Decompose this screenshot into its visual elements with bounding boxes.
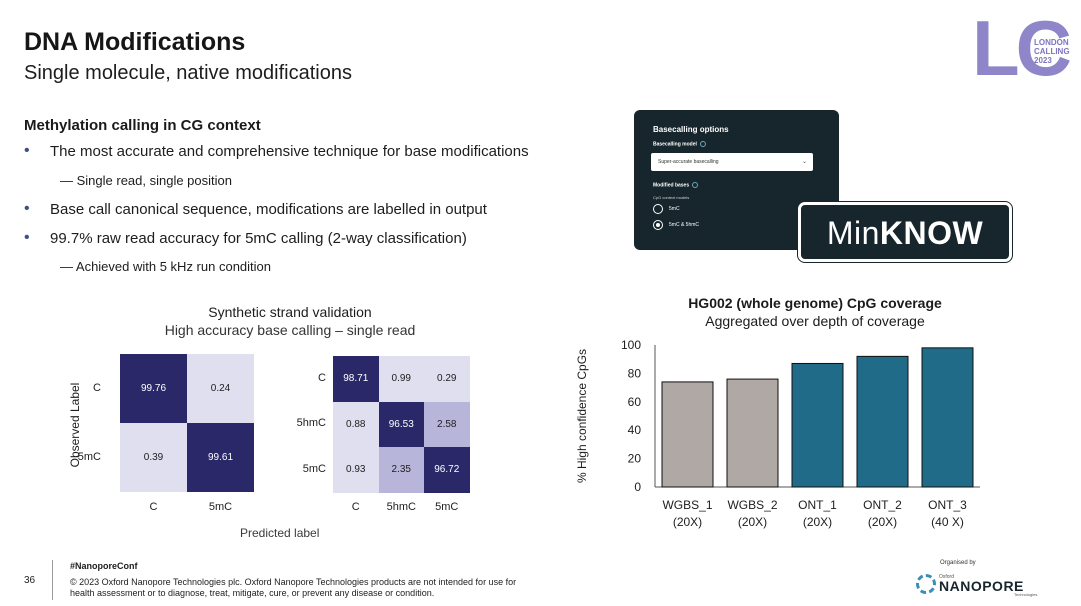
bullet-dot-icon: • — [24, 229, 30, 246]
y-axis-label: % High confidence CpGs — [575, 349, 589, 483]
matrix-col-label: 5hmC — [386, 501, 416, 513]
logo-text: LONDON CALLING 2023 — [1034, 38, 1070, 65]
matrix-cell: 2.35 — [378, 447, 424, 493]
matrix-row-label: C — [93, 381, 101, 394]
matrix-subtitle: High accuracy base calling – single read — [164, 322, 416, 338]
x-tick-sublabel: (20X) — [868, 515, 897, 529]
cpg-coverage-bar-chart: 0 20 40 60 80 100 % High confidence CpGs WGBS_1… — [575, 338, 980, 529]
matrix-cell: 99.76 — [120, 354, 187, 423]
hashtag: #NanoporeConf — [70, 561, 138, 571]
x-tick-label: WGBS_1 — [662, 498, 712, 512]
matrix-col-label: 5mC — [435, 501, 459, 513]
matrix-col-label: 5mC — [208, 501, 233, 513]
slide-title: DNA Modifications — [24, 28, 246, 56]
y-tick-label: 80 — [628, 366, 642, 380]
x-tick-sublabel: (20X) — [673, 515, 702, 529]
bullet-dot-icon: • — [24, 200, 30, 217]
organised-by-label: Organised by — [940, 560, 976, 566]
info-icon — [699, 141, 706, 147]
nanopore-tech-text: Technologies — [1014, 592, 1038, 597]
matrix-row-label: 5hmC — [296, 417, 326, 430]
matrix-cell: 0.29 — [424, 356, 470, 402]
copyright-notice: © 2023 Oxford Nanopore Technologies plc.… — [70, 577, 517, 598]
x-tick-sublabel: (20X) — [738, 515, 767, 529]
nanopore-wordmark: NANOPORE — [939, 578, 1024, 594]
matrix-cell: 0.24 — [187, 354, 254, 423]
matrix-cell: 0.99 — [378, 356, 424, 402]
bullet-text: The most accurate and comprehensive tech… — [50, 143, 529, 160]
matrix-cell: 2.58 — [424, 401, 470, 447]
footer-divider — [52, 560, 53, 600]
x-tick-label: WGBS_2 — [727, 498, 777, 512]
logo-line-1: LONDON — [1034, 38, 1069, 47]
matrix-col-label: C — [351, 501, 360, 513]
logo-line-2: CALLING — [1034, 47, 1070, 56]
bar — [791, 362, 844, 488]
london-calling-logo: LC LONDON CALLING 2023 — [972, 9, 1074, 87]
page-number: 36 — [24, 575, 36, 586]
bar — [661, 381, 714, 488]
bar — [921, 347, 974, 488]
matrix-col-label: C — [149, 501, 158, 513]
predicted-label-axis: Predicted label — [240, 526, 320, 540]
radio-5mc-label: 5mC — [669, 206, 680, 212]
model-select-value: Super-accurate basecalling — [658, 159, 719, 165]
chevron-down-icon: ⌄ — [801, 159, 807, 165]
minknow-prefix: Min — [826, 215, 880, 251]
y-tick-label: 100 — [621, 338, 641, 352]
bar — [856, 355, 909, 488]
radio-5mc-5hmc-label: 5mC & 5hmC — [669, 222, 700, 228]
matrix-cell: 99.61 — [187, 423, 254, 492]
x-tick-label: ONT_2 — [863, 498, 902, 512]
modified-bases-label: Modified bases — [653, 182, 699, 189]
matrix-cell: 96.53 — [378, 401, 424, 447]
x-tick-sublabel: (20X) — [803, 515, 832, 529]
logo-line-3: 2023 — [1034, 56, 1052, 65]
matrix-cell: 96.72 — [424, 447, 470, 493]
bar-chart-title: HG002 (whole genome) CpG coverage — [688, 295, 942, 311]
cpg-context-label: CpG context models — [653, 195, 690, 200]
slide-subtitle: Single molecule, native modifications — [24, 62, 352, 84]
y-tick-label: 40 — [628, 423, 642, 437]
y-tick-label: 0 — [634, 480, 641, 494]
x-tick-label: ONT_1 — [798, 498, 837, 512]
basecalling-options-card: Basecalling options Basecalling model Su… — [634, 110, 839, 250]
nanopore-oxford-text: Oxford — [939, 574, 955, 580]
matrix-cell: 0.88 — [333, 401, 379, 447]
sub-bullet-item: — Achieved with 5 kHz run condition — [60, 259, 271, 274]
y-tick-label: 20 — [628, 452, 642, 466]
sub-bullet-item: — Single read, single position — [60, 173, 232, 188]
minknow-suffix: KNOW — [879, 215, 984, 251]
radio-5mc[interactable] — [653, 204, 663, 214]
nanopore-ring-icon — [916, 574, 936, 594]
model-label-text: Basecalling model — [653, 141, 697, 148]
bar-chart-subtitle: Aggregated over depth of coverage — [705, 313, 925, 329]
matrix-row-label: C — [318, 371, 326, 384]
oxford-nanopore-logo: Oxford NANOPORE Technologies — [916, 574, 1046, 598]
matrix-cell: 0.39 — [120, 423, 187, 492]
modified-label-text: Modified bases — [653, 182, 690, 189]
section-heading: Methylation calling in CG context — [24, 117, 261, 134]
matrix-row-label: 5mC — [302, 462, 326, 475]
matrix-title: Synthetic strand validation — [208, 304, 372, 320]
radio-5mc-5hmc[interactable] — [653, 220, 663, 230]
bullet-text: 99.7% raw read accuracy for 5mC calling … — [50, 230, 467, 247]
basecalling-model-label: Basecalling model — [653, 141, 706, 147]
basecalling-model-select[interactable]: Super-accurate basecalling ⌄ — [651, 153, 813, 171]
matrix-cell: 0.93 — [333, 447, 379, 493]
x-tick-label: ONT_3 — [928, 498, 967, 512]
matrix-cell: 98.71 — [333, 356, 379, 402]
x-tick-sublabel: (40 X) — [931, 515, 964, 529]
info-icon — [692, 182, 699, 188]
matrix-row-label: 5mC — [77, 450, 101, 463]
bullet-text: Base call canonical sequence, modificati… — [50, 201, 487, 218]
y-tick-label: 60 — [628, 395, 642, 409]
minknow-logo: MinKNOW — [798, 202, 1012, 262]
logo-letters: LC — [972, 4, 1072, 92]
bullet-dot-icon: • — [24, 142, 30, 159]
bar — [726, 378, 779, 488]
basecalling-options-title: Basecalling options — [653, 125, 729, 134]
